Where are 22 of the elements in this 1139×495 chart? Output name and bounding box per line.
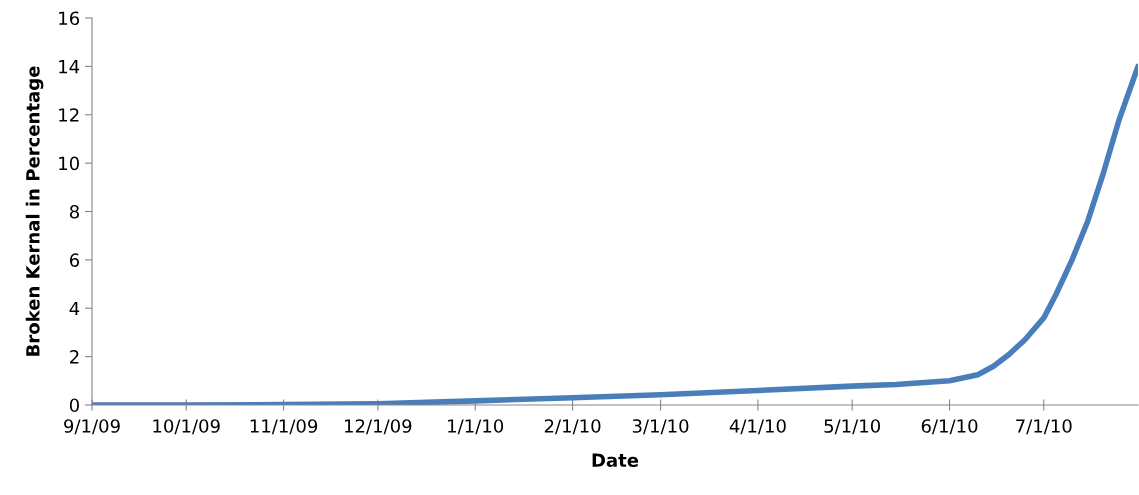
y-tick-label: 10 — [59, 156, 79, 171]
y-tick-label: 6 — [69, 253, 80, 267]
x-tick-label: 4/1/10 — [729, 419, 786, 435]
x-tick-label: 5/1/10 — [824, 419, 881, 435]
x-axis-title: Date — [592, 453, 639, 468]
x-tick-label: 3/1/10 — [632, 419, 689, 435]
y-tick-label: 16 — [59, 11, 80, 26]
y-tick-label: 4 — [69, 301, 80, 316]
x-tick-label: 10/1/09 — [153, 419, 220, 435]
x-tick-label: 2/1/10 — [544, 419, 601, 435]
y-tick-label: 8 — [69, 204, 79, 219]
y-tick-label: 2 — [70, 350, 79, 364]
x-tick-label: 7/1/10 — [1016, 419, 1072, 435]
x-tick-label: 12/1/09 — [345, 419, 412, 435]
y-tick-label: 12 — [59, 108, 79, 122]
x-tick-label: 1/1/10 — [448, 419, 504, 435]
x-tick-label: 11/1/09 — [250, 419, 318, 435]
y-tick-label: 14 — [59, 60, 80, 74]
y-tick-label: 0 — [69, 398, 79, 413]
x-tick-label: 6/1/10 — [921, 419, 978, 435]
y-axis-title: Broken Kernal in Percentage — [25, 66, 44, 356]
x-tick-label: 9/1/09 — [64, 419, 120, 435]
